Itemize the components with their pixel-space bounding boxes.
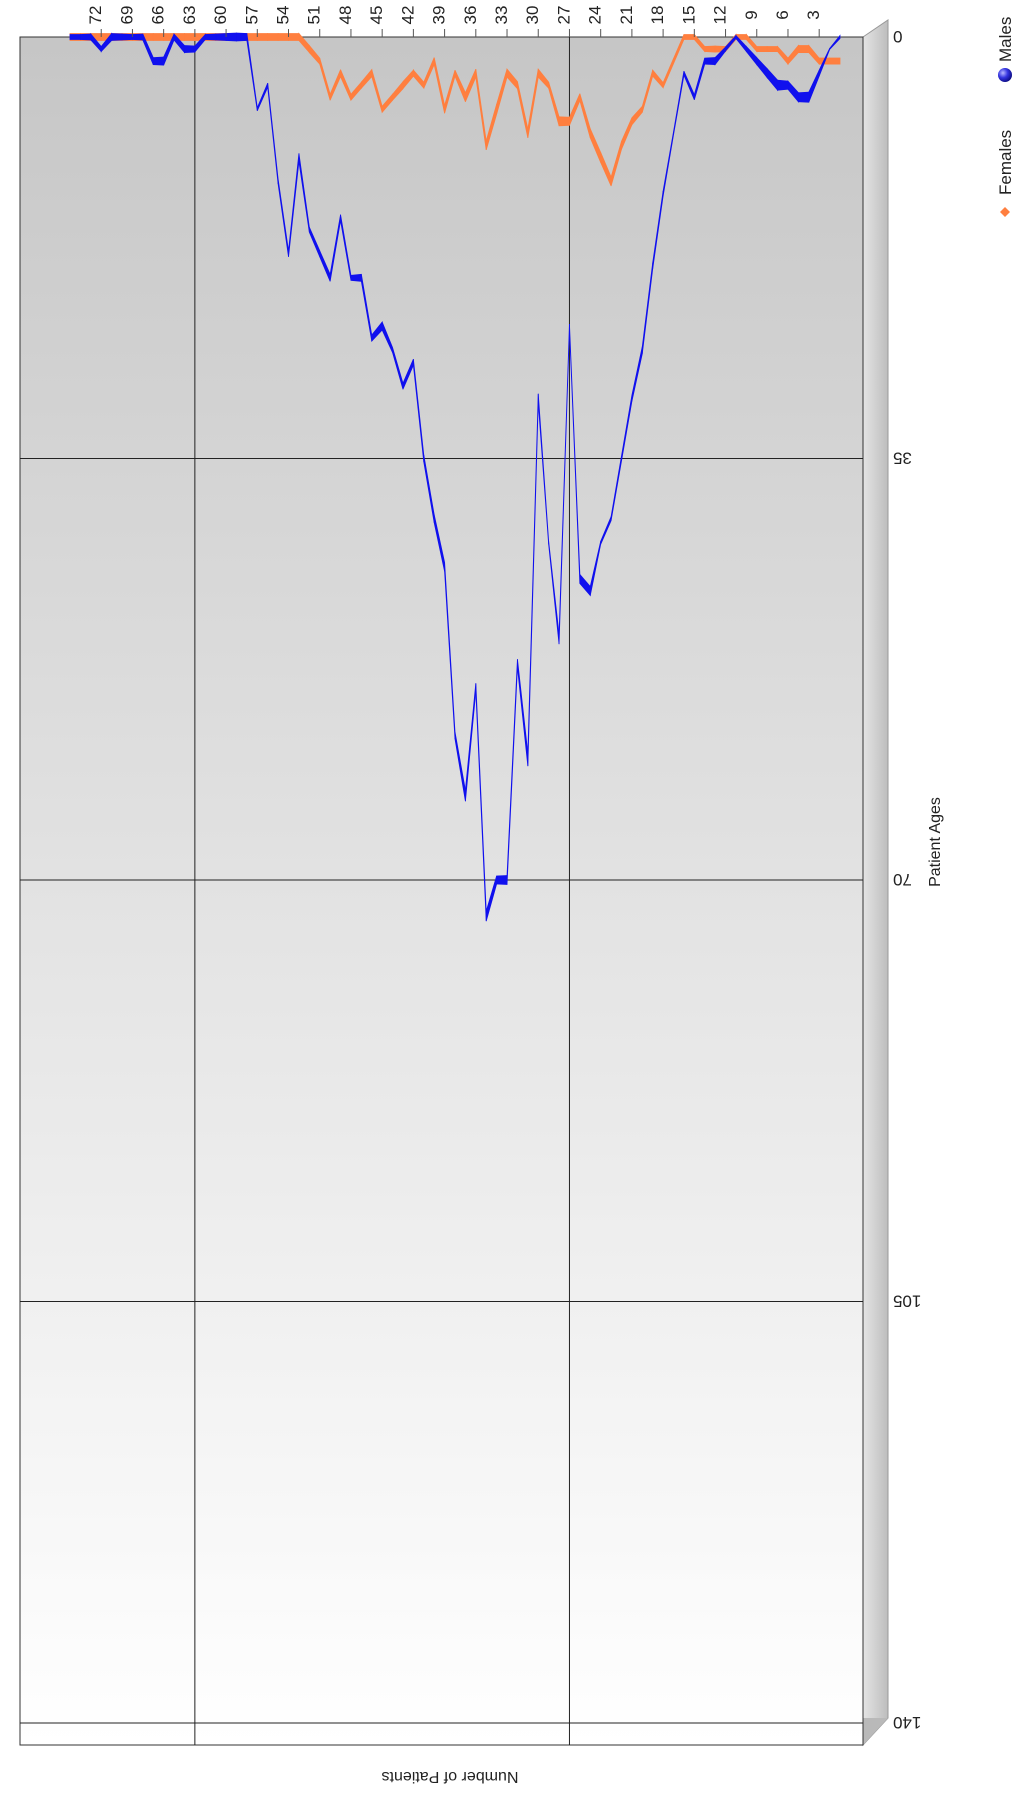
females-segment <box>829 57 841 65</box>
males-segment <box>204 33 217 41</box>
males-segment <box>236 32 248 42</box>
plot-background <box>19 36 864 1746</box>
males-segment <box>111 33 123 41</box>
x-tick-label: 60 <box>211 6 230 25</box>
males-segment <box>777 79 789 91</box>
tick-labels: 3691215182124273033363942454851545760636… <box>86 6 921 1732</box>
grid-lines <box>20 37 863 1745</box>
legend-item-males: Males <box>996 17 1015 82</box>
series-males <box>69 32 841 922</box>
y-tick-label: 105 <box>893 1292 921 1311</box>
y-tick-label: 35 <box>893 449 912 468</box>
y-axis-title: Number of Patients <box>382 1768 519 1785</box>
legend-label-males: Males <box>996 17 1015 62</box>
diamond-marker-icon <box>1000 207 1010 217</box>
x-tick-label: 72 <box>86 6 105 25</box>
males-segment <box>132 33 144 41</box>
males-segment <box>69 34 81 40</box>
x-tick-label: 6 <box>773 10 792 19</box>
males-segment <box>496 875 508 885</box>
x-tick-label: 15 <box>679 6 698 25</box>
x-tick-label: 51 <box>305 6 324 25</box>
x-tick-label: 18 <box>648 6 667 25</box>
x-tick-label: 33 <box>492 6 511 25</box>
females-segment <box>277 33 289 41</box>
females-segment <box>797 45 810 53</box>
x-tick-label: 69 <box>117 6 136 25</box>
males-segment <box>184 45 196 53</box>
y-tick-label: 70 <box>893 870 912 889</box>
x-tick-label: 30 <box>523 6 542 25</box>
males-segment <box>225 32 237 42</box>
legend-label-females: Females <box>996 130 1015 195</box>
females-segment <box>756 46 768 52</box>
y-tick-label: 140 <box>893 1713 921 1732</box>
plot-side-wall <box>862 19 889 1747</box>
y-tick-label: 0 <box>893 27 902 46</box>
sphere-marker-icon <box>998 68 1012 82</box>
legend: Females Males <box>996 17 1015 217</box>
females-segment <box>683 34 695 40</box>
x-tick-label: 66 <box>149 6 168 25</box>
x-tick-label: 57 <box>242 6 261 25</box>
females-segment <box>184 33 196 41</box>
x-tick-label: 39 <box>430 6 449 25</box>
males-segment <box>80 33 92 41</box>
x-tick-label: 12 <box>711 6 730 25</box>
x-tick-label: 9 <box>742 10 761 19</box>
males-segment <box>797 91 810 103</box>
females-segment <box>152 33 165 41</box>
females-segment <box>558 116 570 127</box>
legend-item-females: Females <box>996 130 1015 217</box>
plot-group: 3691215182124273033363942454851545760636… <box>19 6 921 1747</box>
males-segment <box>152 56 165 66</box>
x-tick-label: 63 <box>180 6 199 25</box>
males-segment <box>121 33 133 41</box>
x-tick-label: 21 <box>617 6 636 25</box>
x-tick-label: 27 <box>554 6 573 25</box>
females-segment <box>267 33 279 41</box>
males-segment <box>215 33 227 41</box>
females-segment <box>288 33 300 41</box>
x-tick-label: 36 <box>461 6 480 25</box>
males-segment <box>350 273 362 282</box>
females-segment <box>256 33 269 41</box>
series-layer <box>69 32 841 922</box>
females-segment <box>766 46 778 52</box>
x-tick-label: 45 <box>367 6 386 25</box>
x-tick-label: 42 <box>398 6 417 25</box>
females-segment <box>246 33 258 41</box>
x-axis-title: Patient Ages <box>927 797 944 887</box>
females-segment <box>704 45 716 53</box>
x-tick-label: 3 <box>804 10 823 19</box>
x-tick-label: 48 <box>336 6 355 25</box>
x-tick-label: 54 <box>274 6 293 25</box>
males-segment <box>704 57 716 66</box>
x-tick-label: 24 <box>586 6 605 25</box>
